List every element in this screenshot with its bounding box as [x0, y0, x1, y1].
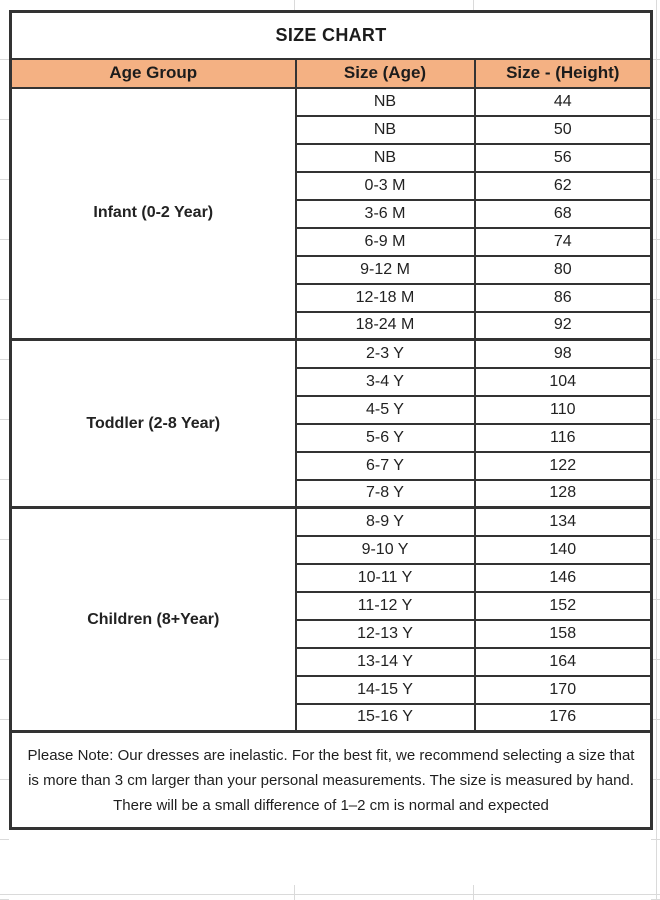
height-cell: 170	[473, 674, 653, 705]
height-cell: 140	[473, 534, 653, 565]
height-cell: 92	[473, 310, 653, 341]
height-cell: 128	[473, 478, 653, 509]
size-cell: 6-9 M	[294, 226, 476, 257]
height-cell: 86	[473, 282, 653, 313]
size-cell: 8-9 Y	[294, 506, 476, 537]
height-cell: 74	[473, 226, 653, 257]
table-row: 6-7 Y 122	[11, 450, 653, 481]
height-cell: 134	[473, 506, 653, 537]
table-row: 3-6 M 68	[11, 198, 653, 229]
gridline	[473, 885, 474, 900]
size-cell: 3-6 M	[294, 198, 476, 229]
size-cell: 4-5 Y	[294, 394, 476, 425]
size-cell: 0-3 M	[294, 170, 476, 201]
note-text: Please Note: Our dresses are inelastic. …	[9, 730, 653, 830]
title-row: SIZE CHART	[9, 10, 653, 60]
gridline	[294, 0, 295, 10]
table-row: 15-16 Y 176	[11, 702, 653, 733]
height-cell: 104	[473, 366, 653, 397]
size-cell: 10-11 Y	[294, 562, 476, 593]
column-header-size-height: Size - (Height)	[473, 57, 653, 89]
size-cell: 12-18 M	[294, 282, 476, 313]
height-cell: 158	[473, 618, 653, 649]
table-row: 14-15 Y 170	[11, 674, 653, 705]
height-cell: 122	[473, 450, 653, 481]
size-cell: 14-15 Y	[294, 674, 476, 705]
size-cell: 18-24 M	[294, 310, 476, 341]
table-row: NB 56	[11, 142, 653, 173]
height-cell: 152	[473, 590, 653, 621]
table-row: 12-18 M 86	[11, 282, 653, 313]
height-cell: 164	[473, 646, 653, 677]
column-header-age-group: Age Group	[9, 57, 297, 89]
height-cell: 98	[473, 338, 653, 369]
size-cell: 2-3 Y	[294, 338, 476, 369]
table-row: 11-12 Y 152	[11, 590, 653, 621]
height-cell: 68	[473, 198, 653, 229]
spreadsheet-gridlines-left	[0, 0, 9, 900]
table-row: 9-10 Y 140	[11, 534, 653, 565]
gridline	[473, 0, 474, 10]
gridline	[0, 894, 660, 895]
table-row: 9-12 M 80	[11, 254, 653, 285]
size-cell: 3-4 Y	[294, 366, 476, 397]
height-cell: 80	[473, 254, 653, 285]
height-cell: 44	[473, 86, 653, 117]
height-cell: 146	[473, 562, 653, 593]
table-row: 5-6 Y 116	[11, 422, 653, 453]
size-cell: 11-12 Y	[294, 590, 476, 621]
age-group-cell: Infant (0-2 Year)	[9, 86, 297, 341]
height-cell: 50	[473, 114, 653, 145]
table-row: Infant (0-2 Year) NB 44	[9, 86, 653, 341]
gridline	[656, 0, 657, 900]
table-row: Toddler (2-8 Year) 2-3 Y 98	[9, 338, 653, 509]
size-cell: 12-13 Y	[294, 618, 476, 649]
table-row: 3-4 Y 104	[11, 366, 653, 397]
size-cell: 7-8 Y	[294, 478, 476, 509]
table-row: NB 50	[11, 114, 653, 145]
header-row: Age Group Size (Age) Size - (Height)	[9, 57, 653, 89]
table-row: 0-3 M 62	[11, 170, 653, 201]
size-cell: NB	[294, 114, 476, 145]
age-group-cell: Children (8+Year)	[9, 506, 297, 733]
size-cell: 6-7 Y	[294, 450, 476, 481]
height-cell: 56	[473, 142, 653, 173]
gridline	[294, 885, 295, 900]
table-row: 6-9 M 74	[11, 226, 653, 257]
height-cell: 62	[473, 170, 653, 201]
page-title: SIZE CHART	[9, 10, 653, 60]
table-row: 10-11 Y 146	[11, 562, 653, 593]
size-cell: 9-12 M	[294, 254, 476, 285]
height-cell: 176	[473, 702, 653, 733]
size-cell: 5-6 Y	[294, 422, 476, 453]
spreadsheet-gridlines-right	[651, 0, 660, 900]
height-cell: 116	[473, 422, 653, 453]
note-row: Please Note: Our dresses are inelastic. …	[9, 730, 653, 830]
table-row: 12-13 Y 158	[11, 618, 653, 649]
size-cell: NB	[294, 86, 476, 117]
size-cell: 9-10 Y	[294, 534, 476, 565]
table-row: 7-8 Y 128	[11, 478, 653, 509]
table-row: 13-14 Y 164	[11, 646, 653, 677]
size-chart-table: SIZE CHART Age Group Size (Age) Size - (…	[9, 10, 654, 830]
table-row: 18-24 M 92	[11, 310, 653, 341]
size-cell: NB	[294, 142, 476, 173]
table-row: 4-5 Y 110	[11, 394, 653, 425]
size-cell: 15-16 Y	[294, 702, 476, 733]
column-header-size-age: Size (Age)	[294, 57, 476, 89]
height-cell: 110	[473, 394, 653, 425]
size-cell: 13-14 Y	[294, 646, 476, 677]
age-group-cell: Toddler (2-8 Year)	[9, 338, 297, 509]
table-row: Children (8+Year) 8-9 Y 134	[9, 506, 653, 733]
